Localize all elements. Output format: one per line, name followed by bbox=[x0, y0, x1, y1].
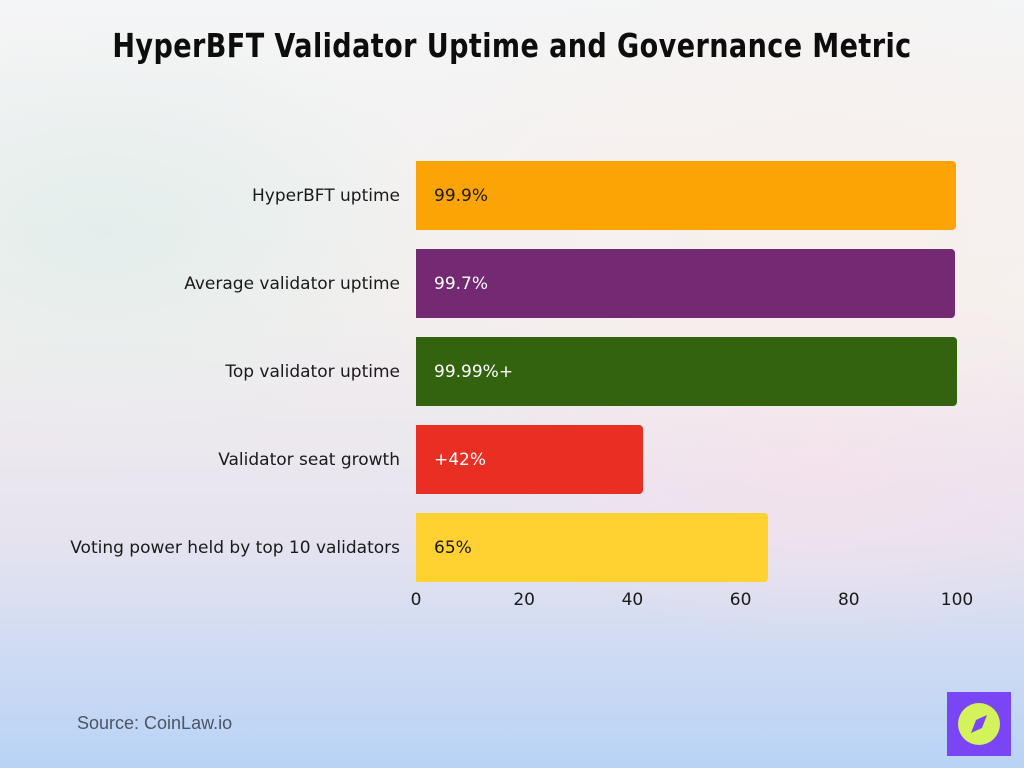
chart-title: HyperBFT Validator Uptime and Governance… bbox=[112, 26, 912, 65]
bar-value-label: 99.7% bbox=[434, 273, 489, 294]
x-axis-tick: 0 bbox=[410, 590, 422, 610]
compass-icon bbox=[958, 703, 1000, 745]
bar-value-label: +42% bbox=[434, 449, 487, 470]
bar-value-label: 99.99%+ bbox=[434, 361, 514, 382]
x-axis-tick: 60 bbox=[729, 590, 752, 610]
x-axis-tick: 80 bbox=[837, 590, 860, 610]
source-caption: Source: CoinLaw.io bbox=[77, 713, 233, 733]
bar: +42% bbox=[416, 425, 644, 494]
brand-logo bbox=[947, 692, 1011, 756]
bar: 99.9% bbox=[416, 161, 957, 230]
x-axis-tick: 40 bbox=[621, 590, 644, 610]
category-label: Voting power held by top 10 validators bbox=[70, 537, 400, 558]
x-axis-tick: 100 bbox=[940, 590, 974, 610]
bar-value-label: 99.9% bbox=[434, 185, 489, 206]
x-axis-tick: 20 bbox=[513, 590, 536, 610]
bar: 99.99%+ bbox=[416, 337, 957, 406]
bar-value-label: 65% bbox=[434, 537, 472, 558]
category-label: HyperBFT uptime bbox=[252, 185, 400, 206]
bar: 99.7% bbox=[416, 249, 956, 318]
category-label: Average validator uptime bbox=[184, 273, 400, 294]
category-label: Validator seat growth bbox=[218, 449, 400, 470]
category-label: Top validator uptime bbox=[225, 361, 400, 382]
bar: 65% bbox=[416, 513, 768, 582]
